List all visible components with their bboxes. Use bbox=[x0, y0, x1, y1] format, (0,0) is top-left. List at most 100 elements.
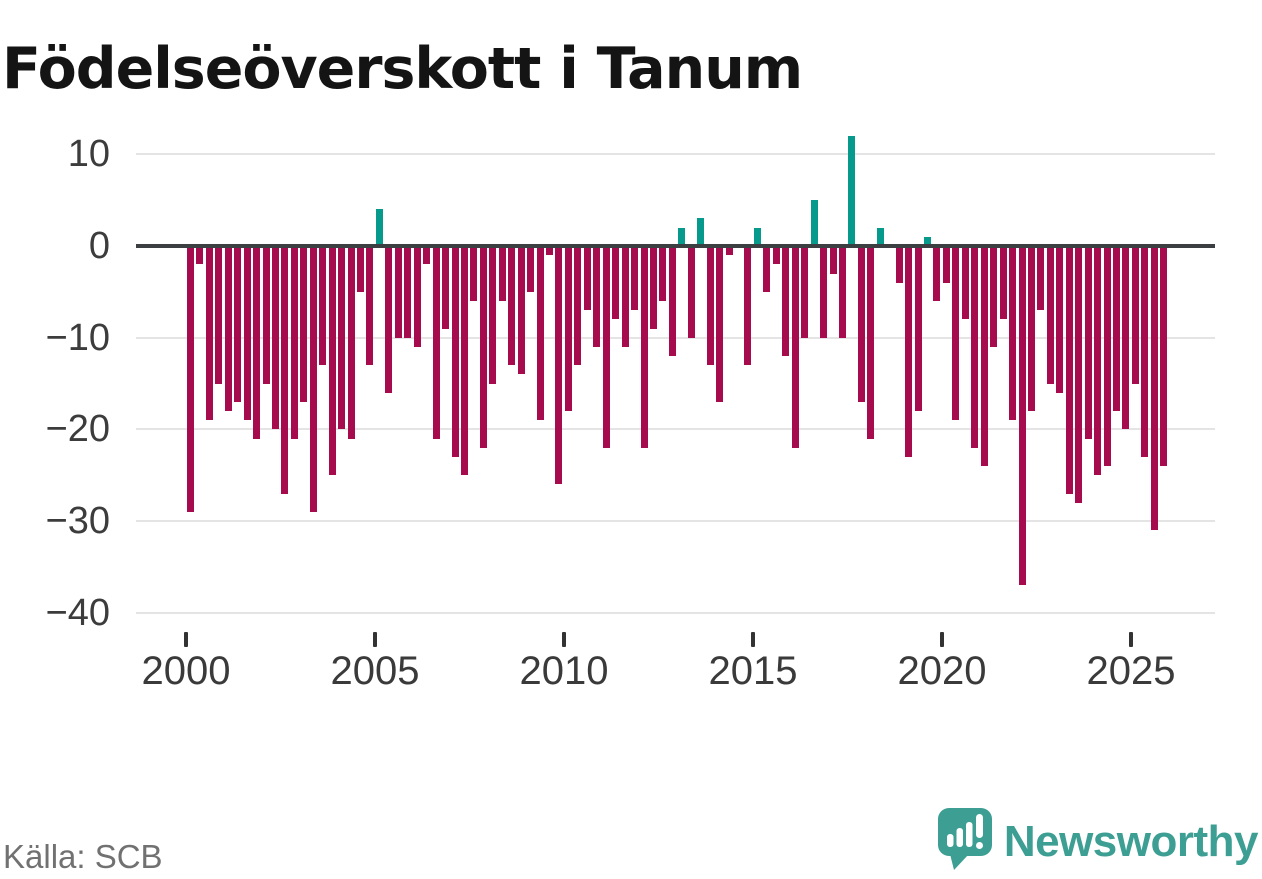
bar-2013q3 bbox=[697, 218, 705, 246]
x-axis-tick-2000 bbox=[184, 632, 188, 647]
bar-2012q2 bbox=[649, 246, 657, 329]
bar-2009q2 bbox=[536, 246, 544, 421]
bar-2013q2 bbox=[687, 246, 695, 338]
bar-2001q2 bbox=[234, 246, 242, 402]
bar-2022q4 bbox=[1046, 246, 1054, 384]
brand-footer: Newsworthy bbox=[937, 808, 1259, 876]
bar-2015q4 bbox=[782, 246, 790, 357]
bar-2021q4 bbox=[1009, 246, 1017, 421]
bar-2020q4 bbox=[971, 246, 979, 448]
bar-2016q3 bbox=[810, 200, 818, 246]
bar-2024q1 bbox=[1094, 246, 1102, 476]
bar-2017q4 bbox=[857, 246, 865, 402]
bar-2011q3 bbox=[621, 246, 629, 347]
bar-2008q1 bbox=[489, 246, 497, 384]
bar-2024q3 bbox=[1113, 246, 1120, 412]
bar-2010q4 bbox=[593, 246, 601, 347]
gridline-y-10 bbox=[136, 153, 1215, 156]
bar-2007q3 bbox=[470, 246, 478, 302]
bar-2020q3 bbox=[961, 246, 969, 320]
x-axis-label-2010: 2010 bbox=[519, 649, 609, 693]
x-axis-label-2025: 2025 bbox=[1086, 649, 1176, 693]
bar-2003q2 bbox=[309, 246, 317, 512]
y-axis-label: 10 bbox=[67, 133, 110, 176]
bar-2009q1 bbox=[527, 246, 535, 292]
bar-2018q1 bbox=[867, 246, 875, 439]
bar-2023q2 bbox=[1065, 246, 1073, 494]
x-axis-tick-2010 bbox=[562, 632, 566, 647]
bar-2000q3 bbox=[205, 246, 213, 421]
bar-2025q4 bbox=[1160, 246, 1168, 467]
bar-2000q4 bbox=[215, 246, 223, 384]
x-axis-label-2015: 2015 bbox=[708, 649, 798, 693]
bar-2001q1 bbox=[224, 246, 232, 412]
brand-name: Newsworthy bbox=[1003, 817, 1259, 866]
bar-2014q1 bbox=[716, 246, 724, 402]
bar-2010q3 bbox=[583, 246, 591, 311]
bar-2002q4 bbox=[290, 246, 298, 439]
bar-2014q2 bbox=[725, 246, 733, 256]
x-axis-label-2020: 2020 bbox=[897, 649, 987, 693]
bar-2012q4 bbox=[668, 246, 676, 357]
bar-2006q2 bbox=[423, 246, 431, 265]
bar-2010q1 bbox=[564, 246, 572, 412]
bar-2005q1 bbox=[375, 209, 383, 246]
bar-2019q2 bbox=[914, 246, 922, 412]
bar-2009q3 bbox=[546, 246, 553, 256]
bar-2000q1 bbox=[186, 246, 194, 512]
y-axis-label: −10 bbox=[45, 316, 110, 359]
bar-2003q1 bbox=[300, 246, 308, 402]
gridline-y--40 bbox=[136, 611, 1215, 614]
bar-2019q3 bbox=[924, 236, 931, 246]
bar-2021q2 bbox=[990, 246, 998, 347]
bar-2005q2 bbox=[385, 246, 393, 393]
bar-2011q1 bbox=[602, 246, 610, 448]
bar-2021q3 bbox=[999, 246, 1007, 320]
bar-2002q2 bbox=[271, 246, 279, 430]
bar-2023q4 bbox=[1084, 246, 1092, 439]
bar-2012q3 bbox=[659, 246, 667, 302]
y-axis-label: −20 bbox=[45, 408, 110, 451]
bar-2019q4 bbox=[933, 246, 941, 302]
bar-2012q1 bbox=[640, 246, 648, 448]
y-axis-label: 0 bbox=[88, 225, 110, 267]
x-axis-label-2005: 2005 bbox=[330, 649, 420, 693]
bar-2003q4 bbox=[328, 246, 336, 476]
bar-2016q4 bbox=[820, 246, 828, 338]
bar-2004q3 bbox=[357, 246, 364, 292]
x-axis-zero-line bbox=[136, 244, 1215, 248]
bar-2015q3 bbox=[772, 246, 780, 265]
bar-2003q3 bbox=[319, 246, 327, 366]
bar-2024q2 bbox=[1103, 246, 1111, 467]
x-axis-tick-2020 bbox=[940, 632, 944, 647]
x-axis-tick-2025 bbox=[1129, 632, 1133, 647]
bar-2021q1 bbox=[980, 246, 988, 467]
bar-2022q2 bbox=[1027, 246, 1035, 412]
bar-2015q2 bbox=[763, 246, 771, 292]
x-axis-tick-2015 bbox=[751, 632, 755, 647]
bar-2025q3 bbox=[1150, 246, 1158, 531]
bar-2025q1 bbox=[1131, 246, 1139, 384]
bar-2001q3 bbox=[243, 246, 251, 421]
bar-2000q2 bbox=[196, 246, 204, 265]
x-axis-label-2000: 2000 bbox=[141, 649, 231, 693]
bar-2005q3 bbox=[394, 246, 402, 338]
bar-2011q2 bbox=[612, 246, 620, 320]
newsworthy-logo-icon bbox=[937, 808, 992, 876]
gridline-y--30 bbox=[136, 520, 1215, 523]
bar-2023q3 bbox=[1075, 246, 1083, 503]
bar-2004q4 bbox=[366, 246, 374, 366]
y-axis-label: −30 bbox=[45, 500, 110, 543]
bar-2011q4 bbox=[631, 246, 639, 311]
bar-2004q1 bbox=[338, 246, 346, 430]
bar-2024q4 bbox=[1122, 246, 1130, 430]
bar-2006q3 bbox=[432, 246, 440, 439]
bar-2022q3 bbox=[1037, 246, 1045, 311]
bar-2018q2 bbox=[876, 227, 884, 246]
bar-2002q1 bbox=[262, 246, 270, 384]
bar-2006q1 bbox=[413, 246, 421, 347]
chart-title: Födelseöverskott i Tanum bbox=[2, 36, 803, 103]
bar-2001q4 bbox=[253, 246, 261, 439]
bar-2010q2 bbox=[574, 246, 582, 366]
x-axis-tick-2005 bbox=[373, 632, 377, 647]
